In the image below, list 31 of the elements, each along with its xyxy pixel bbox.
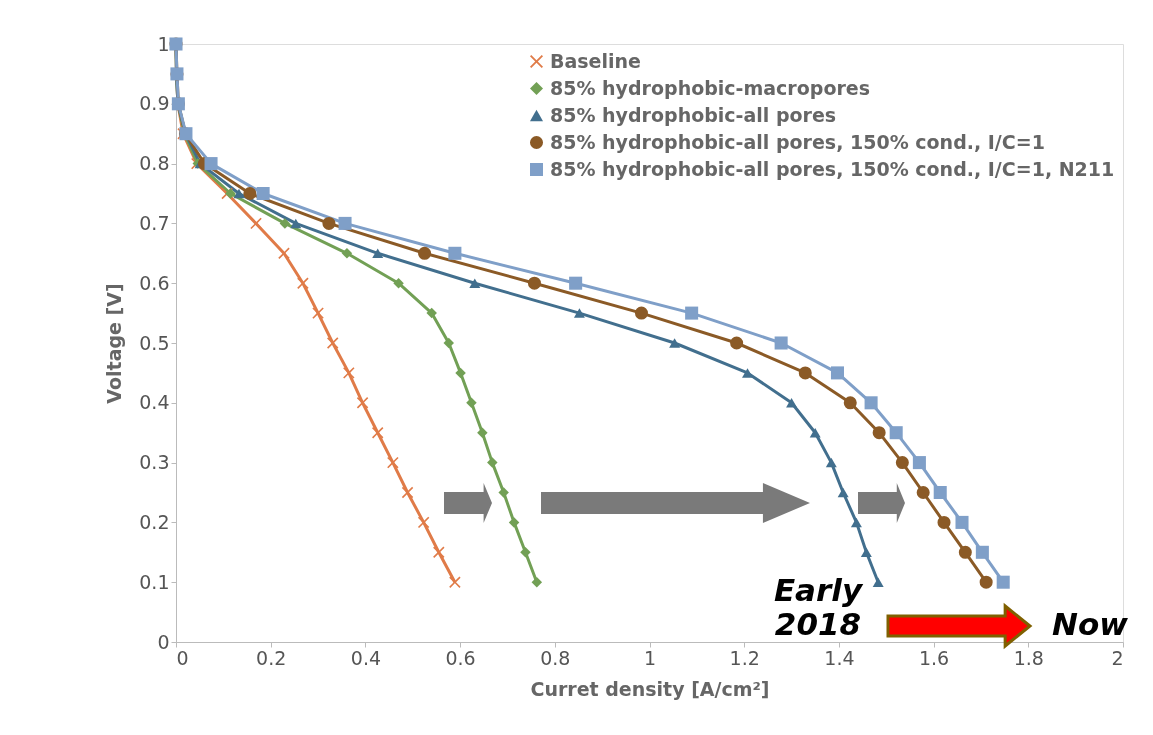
x-tick-label: 1.6: [918, 646, 950, 669]
y-tick-label: 0.1: [139, 570, 170, 593]
y-axis-title: Voltage [V]: [103, 283, 126, 404]
x-tick-label: 1.2: [729, 646, 760, 669]
x-tick-label: 0.4: [350, 646, 382, 669]
annotation: Now: [1052, 606, 1129, 642]
y-tick-label: 0.8: [139, 152, 170, 175]
y-tick-label: 0.5: [139, 331, 170, 354]
y-tick-label: 0.2: [139, 510, 170, 533]
y-tick-label: 0.4: [139, 391, 170, 414]
x-tick-label: 0.8: [540, 646, 571, 669]
x-axis-title: Curret density [A/cm²]: [530, 677, 770, 700]
x-tick-label: 1: [643, 646, 657, 669]
y-tick-label: 0.3: [139, 451, 170, 474]
y-tick-label: 0.9: [139, 92, 170, 115]
legend-label: Baseline: [550, 49, 641, 72]
annotation: Early 2018: [773, 572, 864, 642]
x-tick-label: 1.4: [824, 646, 855, 669]
legend-label: 85% hydrophobic-all pores, 150% cond., I/C=1: [550, 130, 1045, 153]
y-tick-label: 0.6: [139, 271, 170, 294]
y-tick-label: 1: [157, 32, 170, 55]
x-tick-label: 0: [176, 646, 189, 669]
y-tick-label: 0.7: [139, 211, 170, 234]
x-tick-label: 2: [1111, 646, 1124, 669]
x-tick-label: 1.8: [1013, 646, 1044, 669]
y-tick-label: 0: [157, 630, 170, 653]
x-tick-label: 0.6: [445, 646, 476, 669]
x-tick-label: 0.2: [256, 646, 287, 669]
legend-label: 85% hydrophobic-all pores, 150% cond., I/C=1, N211: [550, 157, 1115, 180]
legend-label: 85% hydrophobic-macropores: [550, 76, 870, 99]
legend-label: 85% hydrophobic-all pores: [550, 103, 837, 126]
